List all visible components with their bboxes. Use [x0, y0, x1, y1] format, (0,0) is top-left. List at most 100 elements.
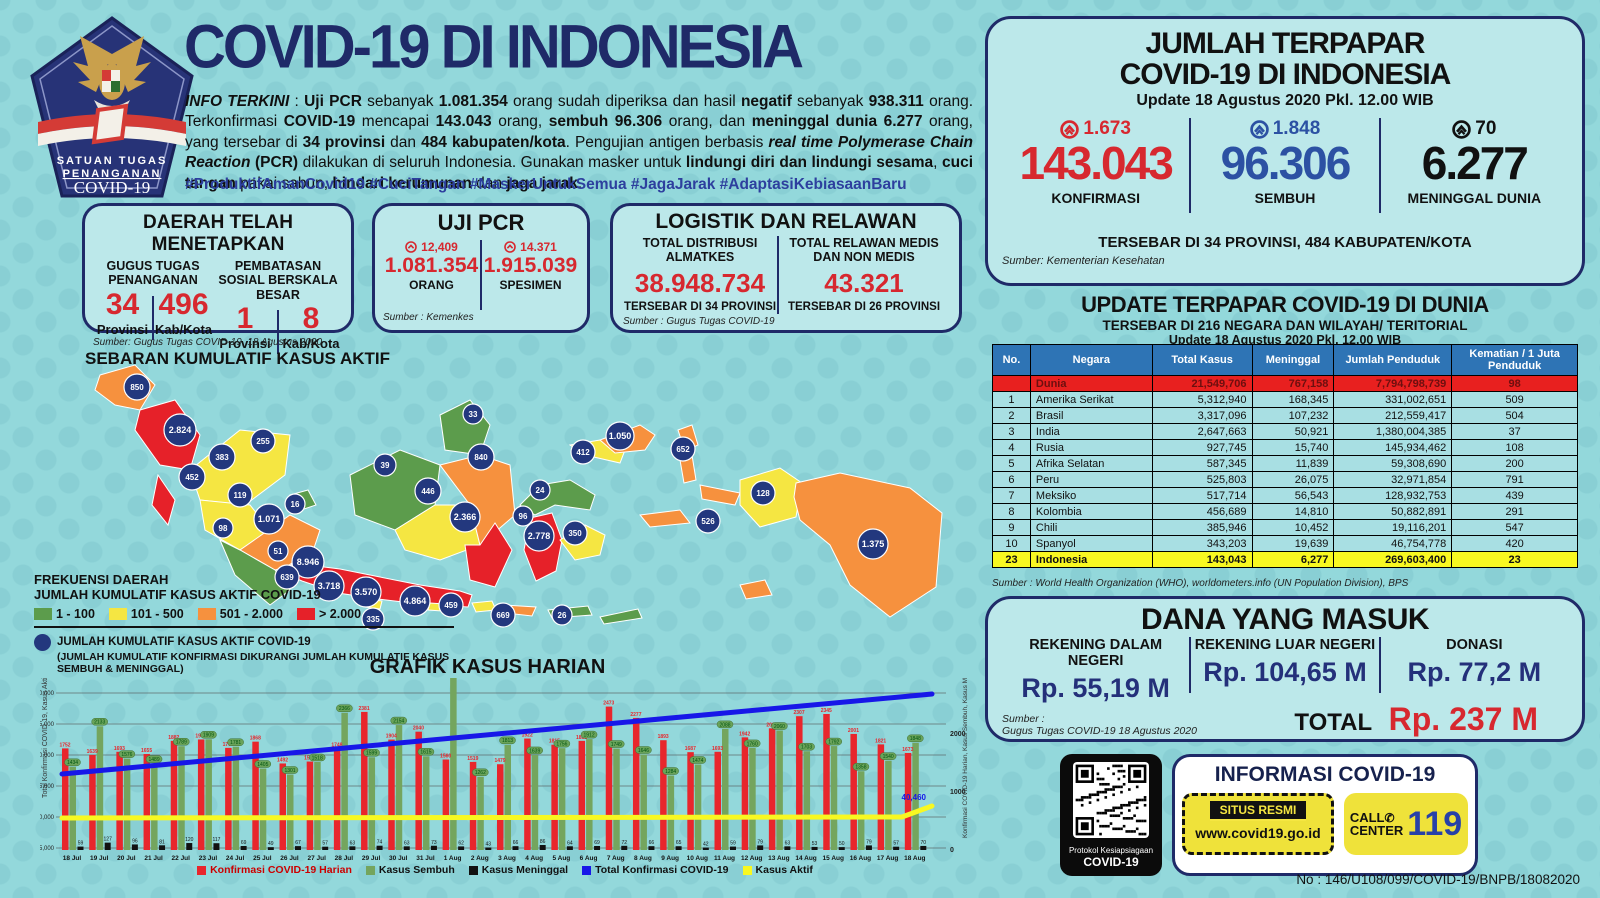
call-center-box[interactable]: CALL✆ CENTER 119: [1344, 793, 1468, 855]
pcr-panel: UJI PCR 12,409 1.081.354 ORANG 14.371 1.…: [372, 203, 590, 333]
svg-text:20 Jul: 20 Jul: [117, 855, 136, 862]
svg-text:40,460: 40,460: [902, 793, 927, 802]
svg-text:28 Jul: 28 Jul: [335, 855, 354, 862]
svg-text:Konfirmasi COVID-19 Harian, Ka: Konfirmasi COVID-19 Harian, Kasus Sembuh…: [962, 678, 969, 838]
world-table-row: 5 Afrika Selatan 587,345 11,839 59,308,690 20…: [992, 455, 1578, 472]
badge-note2: (JUMLAH KUMULATIF KONFIRMASI DIKURANGI J…: [57, 650, 450, 675]
world-cell-penduduk: 7,794,798,739: [1333, 375, 1453, 392]
pcr-title: UJI PCR: [437, 210, 525, 235]
svg-text:70: 70: [921, 840, 927, 846]
stat-delta: 1.848: [1272, 118, 1321, 140]
svg-text:127: 127: [104, 837, 113, 843]
world-cell-kematian: 420: [1451, 535, 1578, 552]
svg-text:1540: 1540: [883, 754, 894, 760]
world-cell-penduduk: 19,116,201: [1333, 519, 1453, 536]
case-badge: [449, 501, 481, 533]
svg-text:0: 0: [950, 847, 954, 854]
svg-text:11 Aug: 11 Aug: [714, 855, 735, 862]
case-badge-value: 16: [291, 500, 300, 509]
jumlah-title1: JUMLAH TERPAPAR: [1145, 27, 1426, 60]
svg-text:15 Aug: 15 Aug: [823, 855, 844, 862]
world-cell-penduduk: 59,308,690: [1333, 455, 1453, 472]
world-cell-kematian: 200: [1451, 455, 1578, 472]
svg-text:1882: 1882: [576, 735, 587, 741]
world-col-header: Negara: [1029, 344, 1153, 376]
stat-meninggal-dunia: 70 6.277 MENINGGAL DUNIA: [1381, 118, 1568, 230]
qr-code-block[interactable]: Protokol Kesiapsiagaan COVID-19: [1060, 754, 1162, 876]
case-badge-value: 2.824: [169, 425, 192, 435]
svg-text:18 Aug: 18 Aug: [904, 855, 925, 862]
world-sumber: Sumber : World Health Organization (WHO)…: [992, 578, 1409, 589]
world-cell-penduduk: 50,882,891: [1333, 503, 1453, 520]
case-badge-value: 128: [756, 489, 770, 498]
world-cell-kasus: 517,714: [1151, 487, 1253, 504]
svg-text:14 Aug: 14 Aug: [795, 855, 816, 862]
psbb-label: PEMBATASAN SOSIAL BERSKALA BESAR: [218, 259, 338, 302]
svg-text:2133: 2133: [94, 720, 105, 726]
case-badge: [208, 443, 236, 471]
chart-legend-swatch: [365, 865, 375, 875]
case-badge: [857, 528, 889, 560]
logo-line3: COVID-19: [74, 178, 151, 197]
svg-text:25 Jul: 25 Jul: [253, 855, 272, 862]
gugus-kabkota-value: 496: [158, 287, 209, 321]
case-badge-value: 39: [381, 461, 390, 470]
svg-text:1599: 1599: [366, 751, 377, 757]
world-cell-negara: Dunia: [1029, 375, 1153, 392]
jumlah-tersebar: TERSEBAR DI 34 PROVINSI, 484 KABUPATEN/K…: [1098, 234, 1472, 252]
svg-text:69: 69: [241, 840, 247, 846]
world-cell-kematian: 509: [1451, 391, 1578, 408]
covid19-url-link[interactable]: www.covid19.go.id: [1195, 825, 1321, 841]
dana-sumber2: Gugus Tugas COVID-19 18 Agustus 2020: [1002, 725, 1197, 738]
world-subtitle: TERSEBAR DI 216 NEGARA DAN WILAYAH/ TERI…: [1102, 318, 1468, 333]
svg-text:21 Jul: 21 Jul: [144, 855, 163, 862]
svg-text:1655: 1655: [141, 748, 152, 754]
stat-sembuh: 1.848 96.306 SEMBUH: [1191, 118, 1378, 230]
svg-text:3000: 3000: [950, 678, 966, 680]
case-badge-value: 33: [469, 410, 478, 419]
svg-text:50,000: 50,000: [40, 815, 55, 821]
svg-text:2001: 2001: [848, 728, 859, 734]
world-table-row: Dunia 21,549,706 767,158 7,794,798,739 98: [992, 375, 1578, 392]
world-cell-no: 6: [992, 471, 1031, 488]
case-badge-value: 652: [676, 445, 690, 454]
world-table-row: 6 Peru 525,803 26,075 32,971,854 791: [992, 471, 1578, 488]
case-badge: [490, 602, 516, 628]
svg-text:1639: 1639: [87, 749, 98, 755]
dana-total-value: Rp. 237 M: [1388, 701, 1538, 737]
svg-text:1405: 1405: [257, 762, 268, 768]
svg-text:150,000: 150,000: [40, 691, 55, 697]
svg-text:42: 42: [703, 842, 709, 848]
svg-text:1693: 1693: [712, 746, 723, 752]
world-cell-kasus: 343,203: [1151, 535, 1253, 552]
case-badge: [695, 508, 721, 534]
svg-text:1848: 1848: [910, 736, 921, 742]
case-badge-value: 2.366: [454, 512, 477, 522]
pcr-orang-label: ORANG: [409, 278, 454, 292]
case-badge: [123, 373, 151, 401]
case-badge: [551, 604, 573, 626]
chart-title: GRAFIK KASUS HARIAN: [369, 656, 606, 678]
case-badge-value: 3.570: [355, 587, 378, 597]
world-section-header: UPDATE TERPAPAR COVID-19 DI DUNIA TERSEB…: [985, 292, 1585, 347]
svg-text:120: 120: [185, 837, 194, 843]
svg-text:73: 73: [431, 840, 437, 846]
legend-swatch: [297, 607, 315, 620]
daerah-sumber: Sumber: Gugus Tugas COVID-19, 18 Agustus…: [93, 337, 323, 348]
world-cell-meninggal: 15,740: [1251, 439, 1335, 456]
psbb-provinsi-label: Provinsi: [219, 336, 271, 352]
case-badge-value: 383: [215, 453, 229, 462]
svg-text:63: 63: [350, 840, 356, 846]
svg-text:1703: 1703: [801, 745, 812, 751]
world-cell-meninggal: 19,639: [1251, 535, 1335, 552]
world-cell-meninggal: 14,810: [1251, 503, 1335, 520]
world-cell-kasus: 21,549,706: [1151, 375, 1253, 392]
world-cell-meninggal: 11,839: [1251, 455, 1335, 472]
document-number: No : 146/U108/099/COVID-19/BNPB/18082020: [1296, 872, 1580, 887]
world-cell-no: 5: [992, 455, 1031, 472]
case-badge-value: 669: [496, 611, 510, 620]
situs-resmi-box[interactable]: SITUS RESMI www.covid19.go.id: [1182, 793, 1334, 855]
svg-text:100,000: 100,000: [40, 753, 55, 759]
chart-legend-swatch: [197, 865, 207, 875]
